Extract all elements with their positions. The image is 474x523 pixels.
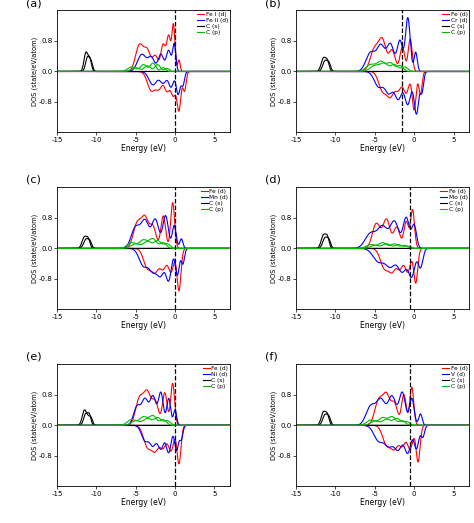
Legend: Fe (d), Mo (d), C (s), C (p): Fe (d), Mo (d), C (s), C (p) — [439, 189, 468, 213]
X-axis label: Energy (eV): Energy (eV) — [360, 144, 405, 153]
X-axis label: Energy (eV): Energy (eV) — [121, 144, 166, 153]
X-axis label: Energy (eV): Energy (eV) — [121, 321, 166, 330]
X-axis label: Energy (eV): Energy (eV) — [360, 321, 405, 330]
Y-axis label: DOS (state/eV/atom): DOS (state/eV/atom) — [270, 37, 277, 106]
Text: (b): (b) — [265, 0, 281, 8]
Text: (f): (f) — [265, 352, 278, 362]
Y-axis label: DOS (state/eV/atom): DOS (state/eV/atom) — [31, 37, 37, 106]
Y-axis label: DOS (state/eV/atom): DOS (state/eV/atom) — [270, 391, 277, 460]
Text: (a): (a) — [26, 0, 41, 8]
Legend: Fe (d), Cr (d), C (s), C (p): Fe (d), Cr (d), C (s), C (p) — [441, 12, 468, 36]
Legend: Fe I (d), Fe II (d), C (s), C (p): Fe I (d), Fe II (d), C (s), C (p) — [197, 12, 229, 36]
Y-axis label: DOS (state/eV/atom): DOS (state/eV/atom) — [31, 214, 37, 283]
Y-axis label: DOS (state/eV/atom): DOS (state/eV/atom) — [270, 214, 277, 283]
X-axis label: Energy (eV): Energy (eV) — [360, 498, 405, 507]
Legend: Fe (d), V (d), C (s), C (p): Fe (d), V (d), C (s), C (p) — [441, 366, 468, 390]
Y-axis label: DOS (state/eV/atom): DOS (state/eV/atom) — [31, 391, 37, 460]
Legend: Fe (d), Ni (d), C (s), C (p): Fe (d), Ni (d), C (s), C (p) — [202, 366, 229, 390]
Text: (c): (c) — [26, 175, 41, 185]
Text: (d): (d) — [265, 175, 281, 185]
X-axis label: Energy (eV): Energy (eV) — [121, 498, 166, 507]
Text: (e): (e) — [26, 352, 41, 362]
Legend: Fe (d), Mn (d), C (s), C (p): Fe (d), Mn (d), C (s), C (p) — [200, 189, 229, 213]
